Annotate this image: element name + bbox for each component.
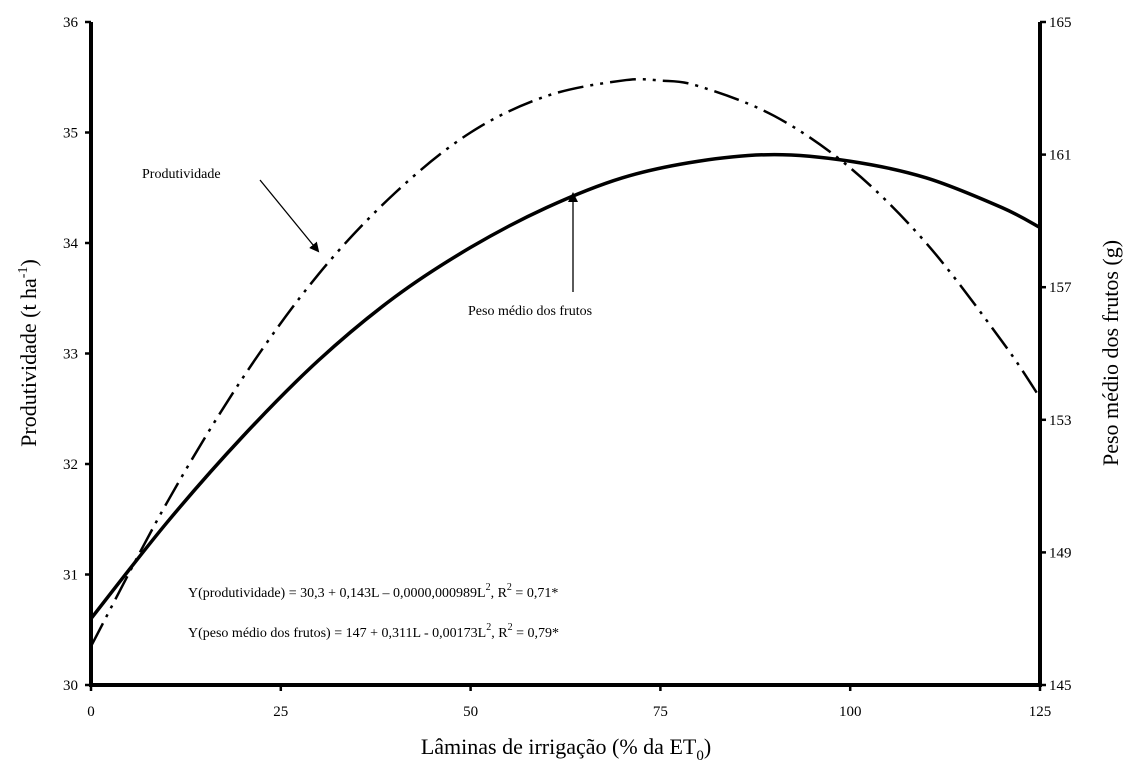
y2-tick-label-1: 149 <box>1049 545 1072 561</box>
y-tick-label-0: 30 <box>63 678 78 694</box>
tick-labels: 30 31 32 33 34 35 36 145 149 153 157 161 165 0 25 50 75 1… <box>63 15 1072 720</box>
x-tick-label-1: 25 <box>273 704 288 720</box>
y-tick-label-3: 33 <box>63 347 78 363</box>
y-tick-label-2: 32 <box>63 457 78 473</box>
x-tick-label-0: 0 <box>87 704 95 720</box>
y-tick-label-6: 36 <box>63 15 79 31</box>
y2-tick-label-5: 165 <box>1049 15 1072 31</box>
y2-tick-label-4: 161 <box>1049 148 1072 164</box>
y2-tick-label-0: 145 <box>1049 678 1072 694</box>
x-tick-label-2: 50 <box>463 704 478 720</box>
series-line-peso <box>89 152 1041 620</box>
x-tick-label-3: 75 <box>653 704 668 720</box>
y-axis-title: Produtividade (t ha-1) <box>16 259 41 447</box>
equation-produtividade: Y(produtividade) = 30,3 + 0,143L – 0,000… <box>188 582 558 601</box>
y-tick-label-5: 35 <box>63 126 78 142</box>
produtividade-annotation-arrow <box>259 179 320 253</box>
equation-peso: Y(peso médio dos frutos) = 147 + 0,311L … <box>188 622 559 641</box>
series-line-produtividade <box>89 77 1042 647</box>
y2-tick-label-3: 157 <box>1049 280 1072 296</box>
peso-annotation-label: Peso médio dos frutos <box>468 304 592 319</box>
y2-tick-label-2: 153 <box>1049 413 1072 429</box>
x-tick-label-4: 100 <box>839 704 862 720</box>
y2-axis-title: Peso médio dos frutos (g) <box>1098 240 1123 466</box>
ticks <box>85 20 1046 691</box>
x-tick-label-5: 125 <box>1029 704 1052 720</box>
x-axis-title: Lâminas de irrigação (% da ET0) <box>421 734 711 764</box>
produtividade-annotation-label: Produtividade <box>142 167 221 182</box>
y-tick-label-1: 31 <box>63 568 78 584</box>
y-tick-label-4: 34 <box>63 236 79 252</box>
series <box>89 77 1042 647</box>
